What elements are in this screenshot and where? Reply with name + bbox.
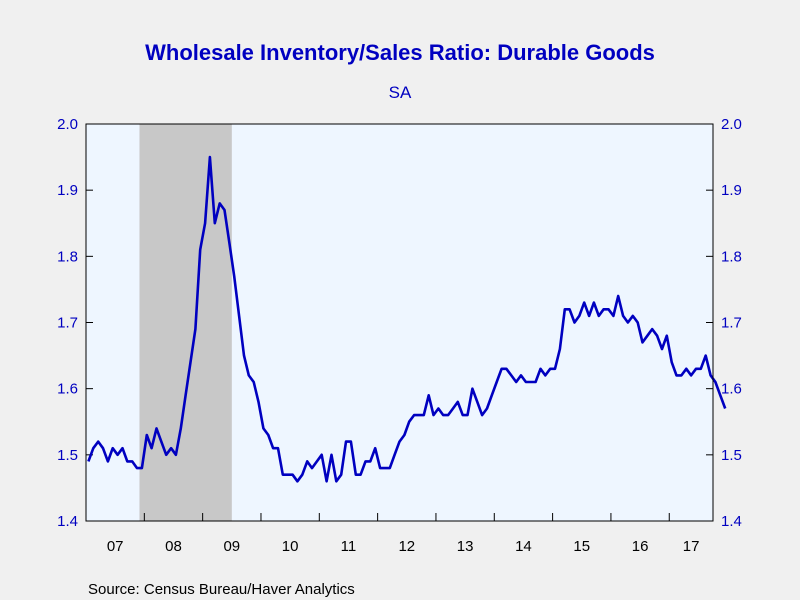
y-tick-label-left: 1.6 (57, 381, 78, 398)
x-tick-label: 09 (223, 538, 240, 555)
y-tick-label-left: 1.9 (57, 182, 78, 199)
y-tick-label-left: 1.5 (57, 447, 78, 464)
chart-title: Wholesale Inventory/Sales Ratio: Durable… (145, 40, 655, 65)
y-tick-label-right: 1.7 (721, 315, 742, 332)
y-tick-label-right: 1.8 (721, 248, 742, 265)
chart-subtitle: SA (389, 83, 412, 102)
y-tick-label-right: 1.5 (721, 447, 742, 464)
source-note: Source: Census Bureau/Haver Analytics (88, 581, 355, 598)
y-axis-right-labels: 2.0 1.9 1.8 1.7 1.6 1.5 1.4 (721, 116, 742, 530)
y-tick-label-left: 1.8 (57, 248, 78, 265)
x-tick-label: 10 (282, 538, 299, 555)
x-tick-label: 13 (457, 538, 474, 555)
x-tick-label: 16 (632, 538, 649, 555)
y-axis-left-labels: 2.0 1.9 1.8 1.7 1.6 1.5 1.4 (57, 116, 78, 530)
x-tick-label: 12 (398, 538, 415, 555)
series-line (87, 155, 727, 483)
x-axis-labels: 07 08 09 10 11 12 13 14 15 16 17 (107, 538, 700, 555)
y-tick-label-right: 1.6 (721, 381, 742, 398)
y-tick-label-right: 1.4 (721, 513, 742, 530)
y-tick-label-left: 2.0 (57, 116, 78, 133)
x-tick-label: 11 (341, 538, 357, 555)
x-tick-label: 15 (573, 538, 590, 555)
y-tick-label-right: 2.0 (721, 116, 742, 133)
plot-frame (85, 123, 714, 522)
y-tick-label-left: 1.7 (57, 315, 78, 332)
x-tick-marks (143, 513, 670, 521)
x-tick-label: 08 (165, 538, 182, 555)
recession-shading (139, 124, 232, 521)
y-tick-label-right: 1.9 (721, 182, 742, 199)
x-tick-label: 14 (515, 538, 532, 555)
x-tick-label: 07 (107, 538, 124, 555)
x-tick-label: 17 (683, 538, 700, 555)
y-tick-label-left: 1.4 (57, 513, 78, 530)
